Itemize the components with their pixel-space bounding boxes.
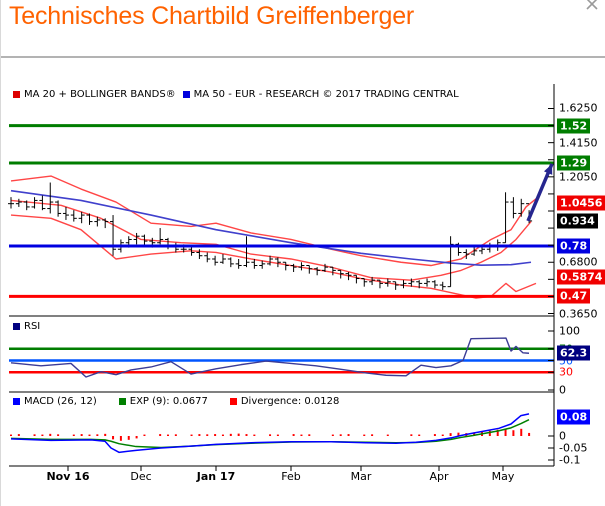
month-label: Dec bbox=[130, 470, 152, 483]
macd-axis-label: -0.1 bbox=[559, 453, 581, 467]
y-axis-label: 0.3650 bbox=[559, 307, 598, 320]
main-chart-legend: MA 20 + BOLLINGER BANDS® MA 50 - EUR - R… bbox=[13, 89, 459, 100]
price-level-badge: 1.52 bbox=[557, 118, 591, 134]
rsi-axis-label: 30 bbox=[559, 365, 573, 379]
macd-axis-label: 0 bbox=[559, 429, 566, 443]
legend-label: MA 20 + BOLLINGER BANDS® bbox=[24, 89, 176, 100]
month-label: Mar bbox=[350, 470, 372, 483]
close-icon[interactable] bbox=[582, 0, 602, 14]
legend-label: MACD (26, 12) bbox=[24, 396, 97, 407]
price-level-badge: 0.78 bbox=[557, 238, 591, 254]
legend-item-rsi: RSI bbox=[13, 321, 40, 332]
navy-swatch-icon bbox=[13, 323, 20, 330]
page-title: Technisches Chartbild Greiffenberger bbox=[9, 2, 415, 30]
legend-item-macd: MACD (26, 12) bbox=[13, 396, 97, 407]
y-axis-label: 1.2050 bbox=[559, 170, 598, 184]
month-label: Feb bbox=[281, 470, 301, 483]
legend-item-divergence: Divergence: 0.0128 bbox=[229, 396, 340, 407]
macd-axis-label: -0.05 bbox=[559, 441, 588, 455]
legend-item-ma50: MA 50 - EUR - RESEARCH © 2017 TRADING CE… bbox=[182, 89, 459, 100]
price-level-badge: 0.5874 bbox=[557, 269, 605, 285]
price-level-badge: 0.47 bbox=[557, 288, 591, 304]
legend-item-ma20-bollinger: MA 20 + BOLLINGER BANDS® bbox=[13, 89, 176, 100]
legend-label: MA 50 - EUR - RESEARCH © 2017 TRADING CE… bbox=[193, 89, 459, 100]
price-level-badge: 0.934 bbox=[557, 213, 598, 229]
price-level-badge: 1.0456 bbox=[557, 195, 605, 211]
legend-label: RSI bbox=[24, 321, 41, 332]
macd-value-badge: 0.08 bbox=[557, 409, 591, 425]
red-swatch-icon bbox=[13, 91, 20, 98]
month-label: Apr bbox=[429, 470, 449, 483]
rsi-legend: RSI bbox=[13, 321, 40, 332]
legend-label: Divergence: 0.0128 bbox=[240, 396, 340, 407]
month-label: Jan 17 bbox=[196, 470, 236, 483]
blue-swatch-icon bbox=[13, 398, 20, 405]
month-label: May bbox=[491, 470, 515, 483]
price-level-badge: 1.29 bbox=[557, 155, 591, 171]
red-swatch-icon bbox=[229, 398, 237, 405]
legend-label: EXP (9): 0.0677 bbox=[129, 396, 208, 407]
blue-swatch-icon bbox=[182, 91, 190, 98]
title-divider bbox=[1, 56, 605, 58]
green-swatch-icon bbox=[118, 398, 126, 405]
y-axis-label: 1.4150 bbox=[559, 136, 598, 150]
legend-item-exp9: EXP (9): 0.0677 bbox=[118, 396, 208, 407]
y-axis-label: 1.6250 bbox=[559, 101, 598, 115]
macd-legend: MACD (26, 12) EXP (9): 0.0677 Divergence… bbox=[13, 396, 339, 407]
month-label: Nov 16 bbox=[46, 470, 90, 483]
y-axis-label: 0.6800 bbox=[559, 255, 598, 269]
rsi-value-badge: 62.3 bbox=[557, 345, 591, 361]
rsi-axis-label: 100 bbox=[559, 324, 580, 338]
rsi-axis-label: 0 bbox=[559, 383, 566, 397]
